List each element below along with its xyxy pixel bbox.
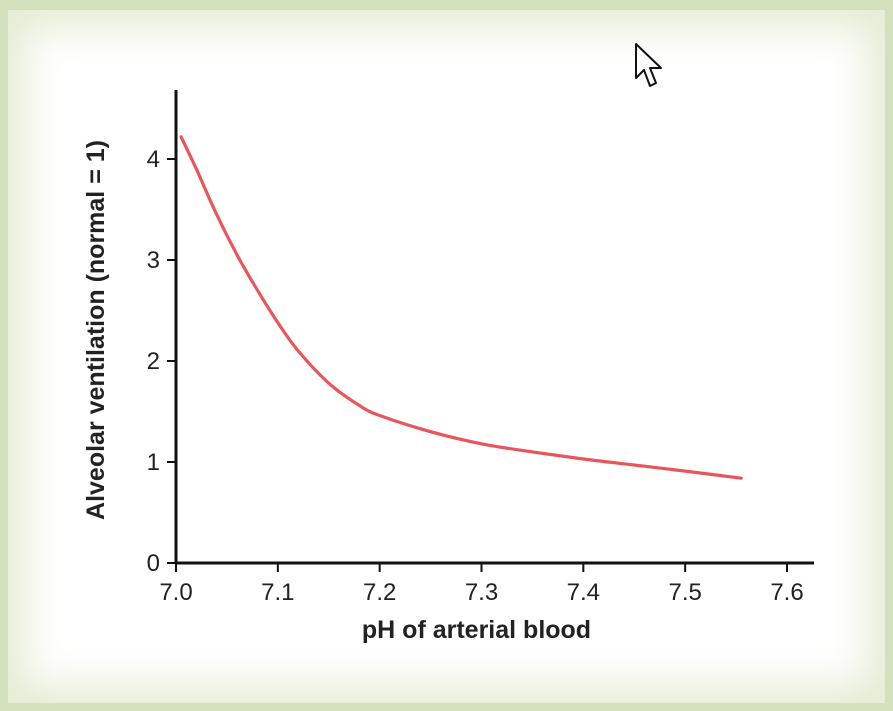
x-tick-label: 7.0	[159, 579, 192, 606]
x-tick-label: 7.5	[668, 579, 701, 606]
y-axis-title: Alveolar ventilation (normal = 1)	[82, 140, 110, 520]
y-tick-label: 0	[147, 550, 160, 577]
mouse-pointer-icon	[635, 43, 662, 87]
y-tick-label: 4	[147, 146, 160, 173]
x-tick-label: 7.4	[567, 579, 600, 606]
x-axis-title: pH of arterial blood	[362, 616, 591, 644]
x-tick-label: 7.2	[363, 579, 396, 606]
ticks: 7.0 7.1 7.2 7.3 7.4 7.5 7.6 0 1 2 3 4	[147, 146, 804, 606]
y-tick-label: 3	[147, 247, 160, 274]
x-tick-label: 7.3	[465, 579, 498, 606]
x-tick-label: 7.6	[770, 579, 803, 606]
y-tick-label: 1	[147, 449, 160, 476]
series-layer	[179, 135, 743, 480]
x-tick-label: 7.1	[261, 579, 294, 606]
chart-panel	[8, 10, 885, 703]
y-tick-label: 2	[147, 348, 160, 375]
axes	[174, 90, 814, 565]
series-line	[179, 135, 743, 480]
